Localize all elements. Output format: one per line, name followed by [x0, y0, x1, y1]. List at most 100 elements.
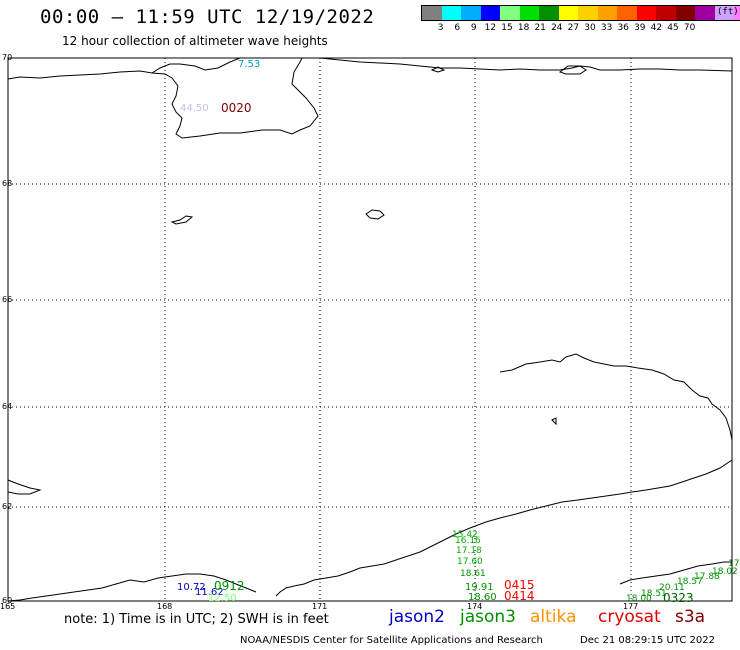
legend-swatch [422, 6, 442, 20]
longitude-label: 174 [467, 602, 482, 611]
legend-colorbar [421, 5, 740, 21]
legend-tick-label: 18 [517, 23, 530, 33]
wave-height-label: 12.50 [208, 593, 237, 604]
legend-tick-label: 27 [567, 23, 580, 33]
satellite-cryosat: cryosat [598, 607, 661, 627]
wave-height-label: 16.16 [455, 536, 481, 546]
legend-swatch [714, 6, 734, 20]
legend-tick-label: 12 [484, 23, 497, 33]
legend-tick-labels: 3 6 9 12 15 18 21 24 27 30 33 36 39 42 45 70 [421, 21, 740, 33]
footer-note: note: 1) Time is in UTC; 2) SWH is in fe… [64, 612, 329, 627]
longitude-label: 168 [157, 602, 172, 611]
color-legend: 3 6 9 12 15 18 21 24 27 30 33 36 39 42 45 70 (ft) [421, 5, 740, 33]
legend-swatch [461, 6, 481, 20]
legend-tick-label: 33 [600, 23, 613, 33]
legend-swatch [578, 6, 598, 20]
wave-height-label: 19.91 [465, 582, 494, 593]
legend-tick-label: 21 [534, 23, 546, 33]
wave-height-label: 0414 [504, 589, 535, 603]
legend-swatch [558, 6, 578, 20]
legend-swatch [636, 6, 656, 20]
legend-swatch [695, 6, 715, 20]
coastlines [7, 57, 733, 602]
latitude-label: 70 [2, 53, 12, 62]
latitude-label: 60 [2, 596, 12, 605]
legend-tick-label: 6 [454, 23, 461, 33]
wave-height-label: 0323 [663, 591, 694, 605]
coastline-chukotka-north [7, 57, 241, 80]
island-e [551, 417, 557, 426]
graticule [8, 58, 732, 601]
wave-height-label: 11.62 [195, 587, 224, 598]
wave-height-label: 17 [728, 559, 739, 569]
legend-tick-label: 45 [667, 23, 679, 33]
coastline-southwest [7, 573, 257, 602]
wave-height-label: 7.53 [238, 59, 260, 70]
legend-tick-label: 70 [683, 23, 696, 33]
longitude-label: 177 [623, 602, 638, 611]
legend-tick-label: 24 [551, 23, 563, 33]
latitude-labels: 70 68 66 64 62 60 [2, 53, 12, 605]
wave-height-label: 18.02 [712, 567, 738, 577]
legend-tick-label: 30 [584, 23, 596, 33]
coastline-east-bay [619, 561, 732, 585]
wave-height-label: 0020 [221, 101, 252, 115]
wave-height-label: 17.18 [456, 546, 482, 556]
longitude-label: 171 [312, 602, 327, 611]
island-a [558, 65, 587, 75]
wave-height-label: 17.60 [457, 557, 483, 567]
island-d [170, 215, 194, 225]
coastline-yukon-delta [275, 459, 733, 597]
legend-unit: (ft) [717, 7, 739, 17]
coastline-norton-sound [499, 353, 733, 441]
coastline-kotzebue-sound [151, 57, 319, 139]
legend-swatch [519, 6, 539, 20]
wave-height-label: 18.51 [641, 589, 667, 599]
satellite-jason3: jason3 [460, 607, 516, 627]
wave-height-label: 44.50 [180, 103, 209, 114]
wave-height-label: 15.42 [452, 530, 478, 540]
legend-swatch [500, 6, 520, 20]
longitude-label: 165 [0, 602, 15, 611]
wave-height-label: 18.61 [460, 569, 486, 579]
wave-height-label: 17.88 [694, 572, 720, 582]
latitude-label: 68 [2, 179, 12, 188]
legend-swatch [539, 6, 559, 20]
generated-timestamp: Dec 21 08:29:15 UTC 2022 [580, 635, 715, 646]
legend-swatch [597, 6, 617, 20]
latitude-label: 62 [2, 502, 12, 511]
legend-tick-label: 39 [634, 23, 646, 33]
satellite-jason2: jason2 [389, 607, 445, 627]
credit-text: NOAA/NESDIS Center for Satellite Applica… [240, 635, 543, 646]
legend-swatch [617, 6, 637, 20]
legend-swatch [656, 6, 676, 20]
coastline-seward-north [319, 57, 733, 72]
satellite-s3a: s3a [675, 607, 706, 627]
legend-swatch [734, 6, 740, 20]
legend-swatch [441, 6, 461, 20]
longitude-labels: 165 168 171 174 177 [0, 602, 638, 611]
wave-height-label: 10.72 [177, 582, 206, 593]
latitude-label: 66 [2, 295, 12, 304]
coastline-west-peninsula [7, 479, 42, 495]
legend-tick-label: 42 [650, 23, 663, 33]
latitude-label: 64 [2, 402, 12, 411]
wave-height-label: 18.57 [677, 577, 703, 587]
wave-height-label: 18.60 [468, 592, 497, 603]
wave-height-label: 20.11 [659, 583, 685, 593]
map-subtitle: 12 hour collection of altimeter wave hei… [62, 34, 328, 48]
legend-tick-label: 9 [470, 23, 477, 33]
legend-tick-label: 36 [617, 23, 629, 33]
map-frame [7, 57, 733, 602]
legend-swatch [675, 6, 695, 20]
island-b [430, 66, 446, 73]
map-title: 00:00 – 11:59 UTC 12/19/2022 [40, 6, 375, 28]
legend-tick-label: 3 [437, 23, 444, 33]
legend-swatch [480, 6, 500, 20]
wave-height-label: 0912 [214, 579, 245, 593]
satellite-altika: altika [530, 607, 577, 627]
wave-height-label: 0415 [504, 578, 535, 592]
island-c [365, 209, 385, 220]
